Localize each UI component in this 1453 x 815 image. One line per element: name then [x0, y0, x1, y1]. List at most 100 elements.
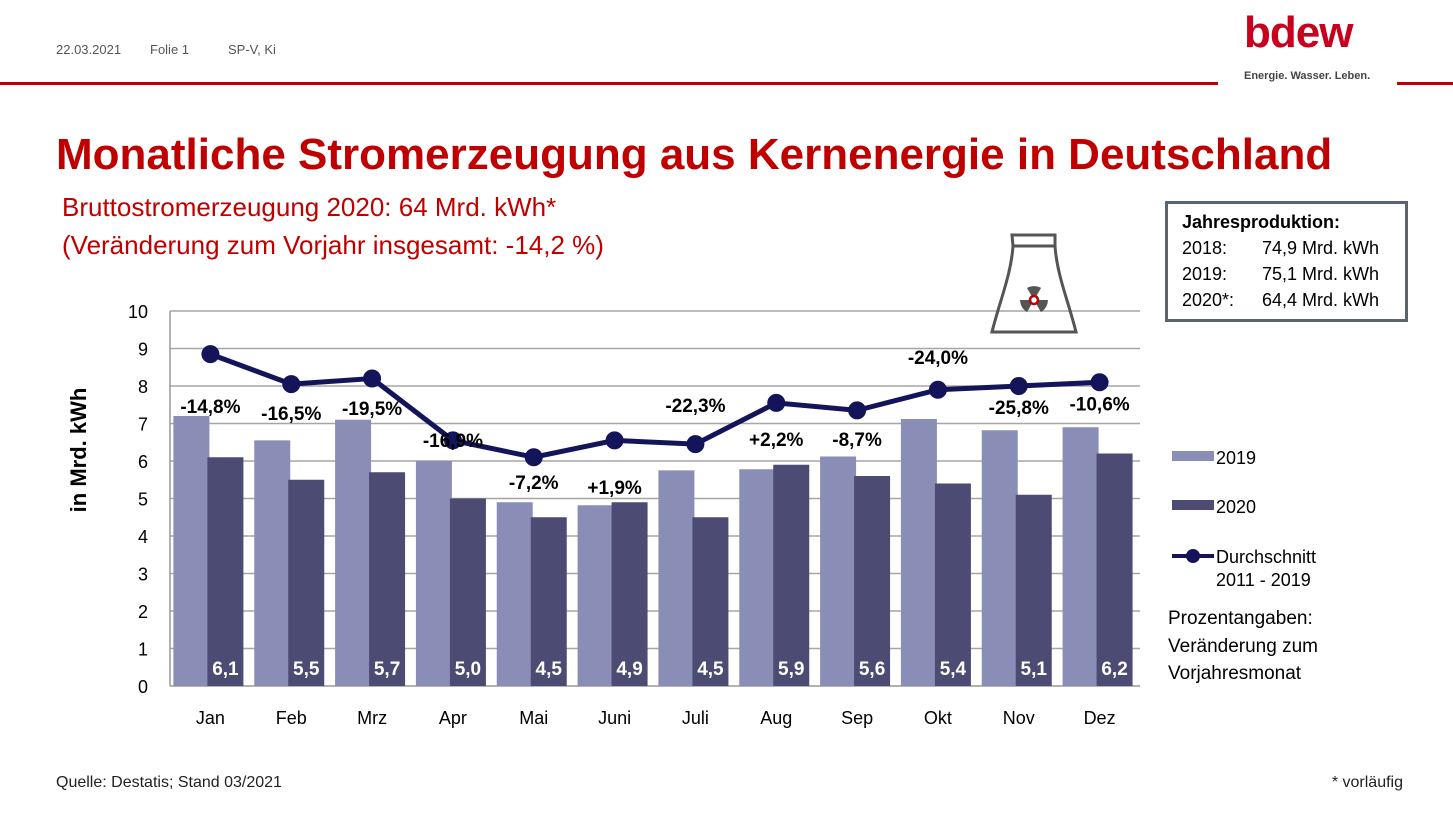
- change-label: -19,5%: [342, 399, 402, 420]
- bar-2019: [900, 419, 937, 686]
- bar-value-label: 5,7: [374, 659, 400, 680]
- preliminary-note: * vorläufig: [1331, 774, 1403, 791]
- bar-2020: [692, 517, 729, 686]
- chart-bars: [173, 416, 1133, 686]
- bar-2019: [415, 461, 452, 686]
- chart-legend: 2019 2020 Durchschnitt 2011 - 2019 Proze…: [1168, 448, 1318, 684]
- slide-author: SP-V, Ki: [228, 42, 276, 57]
- annual-value: 64,4 Mrd. kWh: [1262, 290, 1380, 310]
- annual-row-2019: 2019: 75,1 Mrd. kWh: [1182, 261, 1405, 287]
- average-point: [201, 345, 220, 364]
- page-title: Monatliche Stromerzeugung aus Kernenergi…: [56, 130, 1333, 179]
- bdew-logo: bdew: [1244, 8, 1353, 57]
- change-label: -14,8%: [180, 397, 240, 418]
- annual-value: 75,1 Mrd. kWh: [1262, 264, 1380, 284]
- average-point: [928, 380, 947, 399]
- x-tick-label: Dez: [1084, 708, 1116, 728]
- bar-value-label: 4,9: [616, 659, 642, 680]
- average-point: [443, 431, 462, 450]
- slide-number: Folie 1: [150, 42, 190, 57]
- change-label: -7,2%: [509, 473, 559, 494]
- x-tick-labels: Jan Feb Mrz Apr Mai Juni Juli Aug Sep Okt Nov Dez: [196, 708, 1116, 728]
- bar-2020: [1015, 494, 1052, 686]
- bar-value-label: 5,1: [1021, 659, 1048, 680]
- chart-note-line2: Veränderung zum: [1168, 636, 1318, 657]
- legend-swatch-2020: [1172, 500, 1214, 510]
- legend-label-2019: 2019: [1216, 448, 1256, 468]
- x-tick-label: Juni: [598, 708, 631, 728]
- bar-value-label: 5,9: [778, 659, 804, 680]
- chart-note-line1: Prozentangaben:: [1168, 608, 1313, 629]
- annual-production-title: Jahresproduktion:: [1182, 212, 1341, 232]
- bar-2019: [981, 430, 1018, 686]
- average-point: [1090, 373, 1109, 392]
- x-tick-label: Jan: [196, 708, 225, 728]
- annual-row-2018: 2018: 74,9 Mrd. kWh: [1182, 235, 1405, 261]
- bar-2019: [254, 440, 291, 686]
- change-label: -8,7%: [832, 430, 882, 451]
- nuclear-plant-icon: [990, 233, 1078, 334]
- legend-label-2020: 2020: [1216, 497, 1256, 517]
- bar-2019: [496, 502, 533, 686]
- source-note: Quelle: Destatis; Stand 03/2021: [56, 774, 282, 791]
- y-tick-label: 4: [138, 527, 148, 547]
- y-tick-label: 6: [138, 452, 148, 472]
- subtitle-production: Bruttostromerzeugung 2020: 64 Mrd. kWh*: [62, 192, 557, 222]
- y-axis-label: in Mrd. kWh: [66, 388, 91, 513]
- bar-value-label: 5,0: [455, 659, 481, 680]
- bar-2020: [207, 457, 244, 686]
- x-tick-label: Feb: [276, 708, 307, 728]
- annual-year: 2019:: [1182, 264, 1228, 284]
- legend-marker-average: [1186, 549, 1200, 563]
- bdew-logo-tagline: Energie. Wasser. Leben.: [1244, 70, 1371, 82]
- bar-2019: [577, 505, 614, 686]
- legend-label-average: Durchschnitt: [1216, 547, 1316, 567]
- bar-2019: [820, 456, 857, 686]
- average-point: [767, 393, 786, 412]
- y-tick-label: 8: [138, 377, 148, 397]
- annual-production-box: Jahresproduktion: 2018: 74,9 Mrd. kWh 201…: [1165, 201, 1408, 322]
- slide-date: 22.03.2021: [56, 42, 122, 57]
- y-tick-label: 0: [138, 677, 148, 697]
- bar-2019: [335, 419, 372, 686]
- average-line: [201, 345, 1109, 467]
- annual-value: 74,9 Mrd. kWh: [1262, 238, 1380, 258]
- average-line-path: [209, 351, 1100, 460]
- change-label: -25,8%: [989, 398, 1049, 419]
- annual-year: 2018:: [1182, 238, 1228, 258]
- bar-2020: [611, 502, 648, 686]
- legend-label-average-period: 2011 - 2019: [1216, 570, 1311, 590]
- annual-year: 2020*:: [1182, 290, 1235, 310]
- average-point: [282, 375, 301, 394]
- change-label: -24,0%: [908, 348, 968, 369]
- bar-value-label: 5,4: [940, 659, 967, 680]
- y-tick-label: 9: [138, 340, 148, 360]
- bar-value-label: 5,5: [293, 659, 320, 680]
- y-tick-label: 2: [138, 602, 148, 622]
- average-point: [848, 401, 867, 420]
- y-tick-label: 5: [138, 490, 148, 510]
- x-tick-label: Apr: [439, 708, 467, 728]
- y-tick-label: 3: [138, 565, 148, 585]
- x-tick-label: Mrz: [357, 708, 387, 728]
- change-labels: -14,8% -16,5% -19,5% -16,9% -7,2% +1,9% -22,3%…: [180, 348, 1129, 499]
- bar-value-label: 4,5: [536, 659, 563, 680]
- bar-value-label: 5,6: [859, 659, 885, 680]
- chart-note-line3: Vorjahresmonat: [1168, 663, 1302, 684]
- legend-swatch-2019: [1172, 451, 1214, 461]
- x-tick-label: Aug: [760, 708, 792, 728]
- bar-2020: [1096, 453, 1133, 686]
- bar-2020: [530, 517, 567, 686]
- bar-2020: [288, 479, 325, 686]
- average-point: [524, 448, 543, 467]
- bar-2020: [369, 472, 406, 686]
- average-point: [1009, 377, 1028, 395]
- bar-2019: [1062, 427, 1099, 686]
- bar-2020: [449, 498, 486, 686]
- x-tick-label: Okt: [924, 708, 952, 728]
- y-tick-label: 1: [138, 640, 148, 660]
- bar-2019: [739, 469, 776, 686]
- average-point: [605, 431, 624, 450]
- average-point: [363, 369, 382, 388]
